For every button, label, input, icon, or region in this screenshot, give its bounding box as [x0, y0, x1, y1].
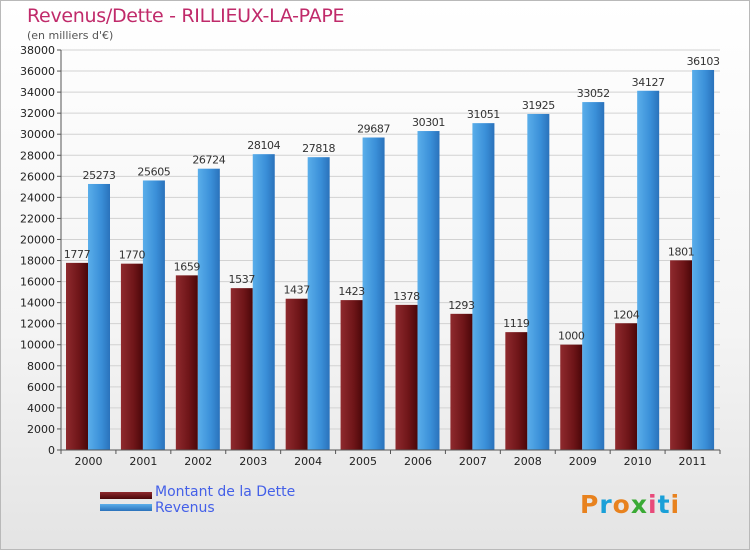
- bar-dette: [120, 263, 143, 450]
- y-tick-label: 16000: [20, 276, 55, 289]
- bar-dette: [66, 262, 88, 450]
- data-label-dette: 1437: [283, 284, 310, 297]
- y-tick-label: 30000: [20, 128, 55, 141]
- y-tick-label: 10000: [20, 339, 55, 352]
- data-label-dette: 1770: [119, 249, 146, 262]
- y-tick-label: 4000: [27, 402, 55, 415]
- data-label-revenus: 27818: [302, 142, 335, 155]
- x-tick-label: 2009: [569, 455, 597, 468]
- y-tick-label: 32000: [20, 107, 55, 120]
- bar-dette: [175, 275, 198, 450]
- data-label-dette: 1000: [558, 330, 585, 343]
- data-label-dette: 1537: [229, 273, 256, 286]
- x-tick-label: 2008: [514, 455, 542, 468]
- y-tick-label: 6000: [27, 381, 55, 394]
- bar-revenus: [637, 90, 660, 450]
- data-label-revenus: 36103: [687, 55, 720, 68]
- bar-dette: [560, 344, 583, 450]
- logo-letter: r: [599, 490, 613, 519]
- data-label-revenus: 34127: [632, 76, 665, 89]
- bar-dette: [395, 304, 418, 450]
- y-tick-label: 28000: [20, 149, 55, 162]
- data-label-dette: 1293: [448, 299, 475, 312]
- bar-revenus: [417, 131, 440, 450]
- bar-revenus: [252, 154, 275, 450]
- data-label-dette: 1801: [668, 245, 694, 258]
- x-tick-label: 2000: [74, 455, 102, 468]
- x-tick-label: 2002: [184, 455, 212, 468]
- data-label-dette: 1423: [338, 285, 365, 298]
- y-tick-label: 20000: [20, 233, 55, 246]
- data-label-dette: 1119: [503, 317, 530, 330]
- logo-letter: o: [612, 490, 631, 519]
- data-label-revenus: 28104: [247, 139, 280, 152]
- y-tick-label: 34000: [20, 86, 55, 99]
- bar-revenus: [307, 157, 330, 450]
- data-label-revenus: 26724: [192, 154, 225, 167]
- x-tick-label: 2006: [404, 455, 432, 468]
- legend-label-revenus: Revenus: [155, 500, 215, 516]
- data-label-dette: 1378: [393, 290, 420, 303]
- x-tick-label: 2001: [129, 455, 157, 468]
- y-tick-label: 8000: [27, 360, 55, 373]
- y-tick-label: 24000: [20, 191, 55, 204]
- data-label-revenus: 25273: [83, 169, 116, 182]
- bar-revenus: [88, 183, 110, 450]
- legend-swatch-revenus: [100, 504, 152, 511]
- y-tick-label: 2000: [27, 423, 55, 436]
- data-label-revenus: 31925: [522, 99, 555, 112]
- logo-letter: i: [670, 490, 681, 519]
- y-tick-label: 22000: [20, 212, 55, 225]
- x-tick-label: 2005: [349, 455, 377, 468]
- y-tick-label: 18000: [20, 255, 55, 268]
- bar-dette: [285, 298, 308, 450]
- bar-revenus: [692, 69, 715, 451]
- bar-revenus: [142, 180, 165, 450]
- bar-revenus: [362, 137, 385, 451]
- x-tick-label: 2007: [459, 455, 487, 468]
- y-tick-label: 26000: [20, 170, 55, 183]
- chart-subtitle: (en milliers d'€): [27, 29, 114, 42]
- logo-letter: P: [580, 490, 600, 519]
- y-tick-label: 36000: [20, 65, 55, 78]
- bar-revenus: [527, 113, 550, 451]
- bar-revenus: [472, 123, 495, 450]
- chart-title: Revenus/Dette - RILLIEUX-LA-PAPE: [27, 5, 345, 27]
- data-label-dette: 1777: [64, 248, 91, 261]
- data-label-dette: 1204: [613, 308, 640, 321]
- x-tick-label: 2011: [679, 455, 707, 468]
- y-tick-label: 12000: [20, 318, 55, 331]
- data-label-revenus: 33052: [577, 87, 610, 100]
- data-label-revenus: 31051: [467, 108, 500, 121]
- y-tick-label: 38000: [20, 44, 55, 57]
- logo-letter: t: [657, 490, 671, 519]
- legend-label-dette: Montant de la Dette: [155, 484, 296, 500]
- data-label-revenus: 30301: [412, 116, 445, 129]
- proxiti-logo: Proxiti: [580, 490, 680, 519]
- bar-revenus: [197, 168, 220, 450]
- x-tick-label: 2010: [624, 455, 652, 468]
- x-tick-label: 2003: [239, 455, 267, 468]
- legend-swatch-dette: [100, 492, 152, 499]
- bar-dette: [615, 323, 638, 450]
- logo-letter: i: [648, 490, 658, 519]
- bar-dette: [670, 260, 693, 450]
- bar-revenus: [582, 102, 605, 450]
- logo-letter: x: [630, 490, 648, 519]
- data-label-revenus: 29687: [357, 123, 390, 136]
- data-label-dette: 1659: [174, 260, 201, 273]
- bar-dette: [450, 313, 473, 450]
- data-label-revenus: 25605: [137, 165, 170, 178]
- bar-dette: [340, 300, 363, 450]
- bar-dette: [230, 288, 253, 450]
- x-tick-label: 2004: [294, 455, 322, 468]
- y-tick-label: 0: [48, 444, 55, 457]
- y-tick-label: 14000: [20, 297, 55, 310]
- bar-dette: [505, 332, 528, 450]
